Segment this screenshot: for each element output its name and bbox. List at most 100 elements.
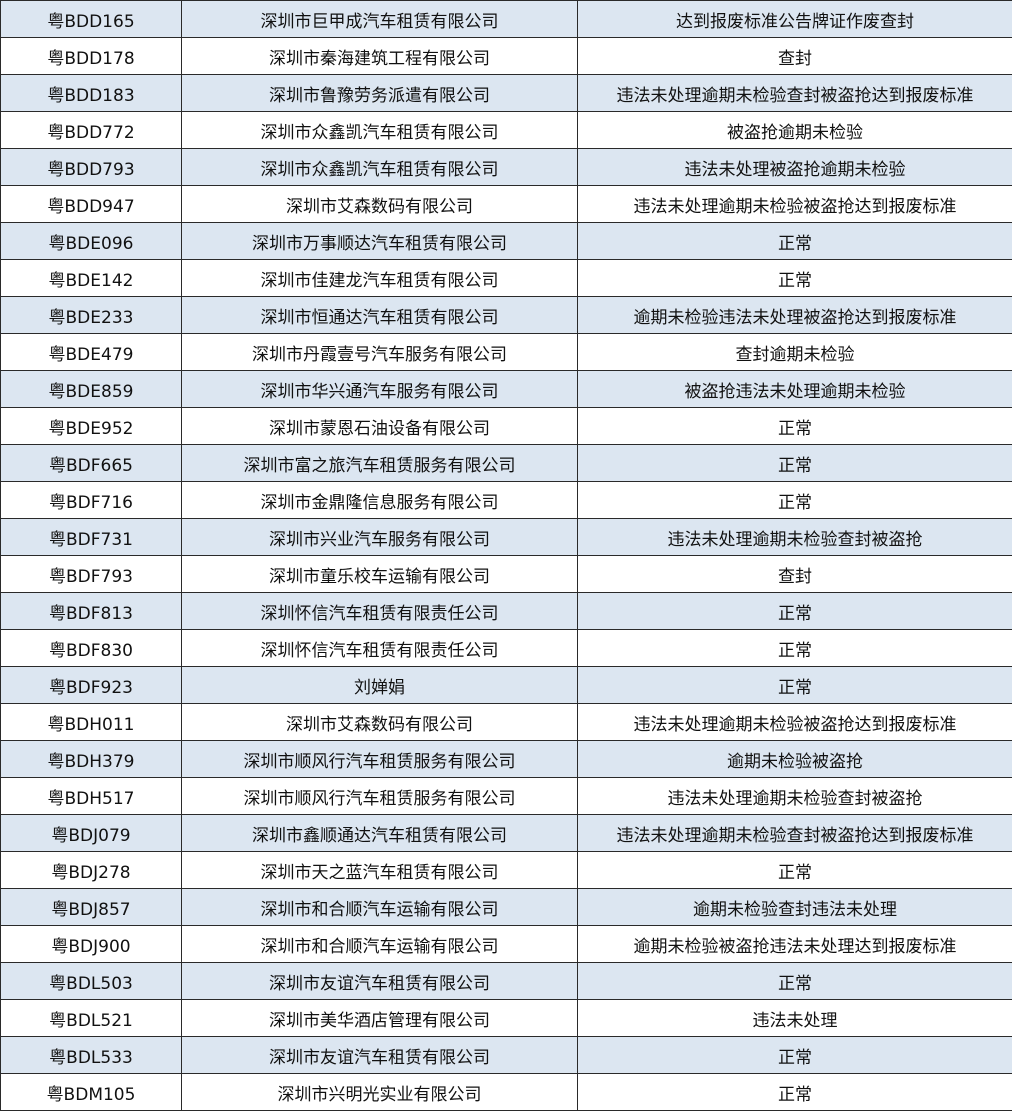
status-cell: 正常 <box>577 1036 1012 1074</box>
status-cell: 正常 <box>577 259 1012 297</box>
status-cell: 被盗抢逾期未检验 <box>577 111 1012 149</box>
status-cell: 违法未处理逾期未检验查封被盗抢 <box>577 518 1012 556</box>
owner-company-cell: 深圳市蒙恩石油设备有限公司 <box>181 407 578 445</box>
plate-number-cell: 粤BDE142 <box>0 259 182 297</box>
table-row: 粤BDJ079 深圳市鑫顺通达汽车租赁有限公司 违法未处理逾期未检验查封被盗抢达到报… <box>0 814 1012 852</box>
table-row: 粤BDE233 深圳市恒通达汽车租赁有限公司 逾期未检验违法未处理被盗抢达到报废标准 <box>0 296 1012 334</box>
plate-number-cell: 粤BDJ900 <box>0 925 182 963</box>
table-row: 粤BDF716 深圳市金鼎隆信息服务有限公司 正常 <box>0 481 1012 519</box>
table-row: 粤BDF830 深圳怀信汽车租赁有限责任公司 正常 <box>0 629 1012 667</box>
plate-number-cell: 粤BDD178 <box>0 37 182 75</box>
plate-number-cell: 粤BDE952 <box>0 407 182 445</box>
owner-company-cell: 深圳市友谊汽车租赁有限公司 <box>181 1036 578 1074</box>
plate-number-cell: 粤BDH011 <box>0 703 182 741</box>
table-row: 粤BDH517 深圳市顺风行汽车租赁服务有限公司 违法未处理逾期未检验查封被盗抢 <box>0 777 1012 815</box>
owner-company-cell: 深圳市恒通达汽车租赁有限公司 <box>181 296 578 334</box>
table-row: 粤BDJ900 深圳市和合顺汽车运输有限公司 逾期未检验被盗抢违法未处理达到报废标准 <box>0 925 1012 963</box>
owner-company-cell: 深圳市金鼎隆信息服务有限公司 <box>181 481 578 519</box>
plate-number-cell: 粤BDE096 <box>0 222 182 260</box>
table-row: 粤BDD947 深圳市艾森数码有限公司 违法未处理逾期未检验被盗抢达到报废标准 <box>0 185 1012 223</box>
status-cell: 正常 <box>577 444 1012 482</box>
table-row: 粤BDE859 深圳市华兴通汽车服务有限公司 被盗抢违法未处理逾期未检验 <box>0 370 1012 408</box>
plate-number-cell: 粤BDH517 <box>0 777 182 815</box>
status-cell: 逾期未检验被盗抢违法未处理达到报废标准 <box>577 925 1012 963</box>
plate-number-cell: 粤BDL533 <box>0 1036 182 1074</box>
owner-company-cell: 深圳市佳建龙汽车租赁有限公司 <box>181 259 578 297</box>
plate-number-cell: 粤BDD183 <box>0 74 182 112</box>
status-cell: 违法未处理逾期未检验查封被盗抢达到报废标准 <box>577 814 1012 852</box>
table-row: 粤BDD165 深圳市巨甲成汽车租赁有限公司 达到报废标准公告牌证作废查封 <box>0 0 1012 38</box>
status-cell: 正常 <box>577 666 1012 704</box>
plate-number-cell: 粤BDL503 <box>0 962 182 1000</box>
plate-number-cell: 粤BDD947 <box>0 185 182 223</box>
table-row: 粤BDJ857 深圳市和合顺汽车运输有限公司 逾期未检验查封违法未处理 <box>0 888 1012 926</box>
owner-company-cell: 刘婵娟 <box>181 666 578 704</box>
status-cell: 逾期未检验被盗抢 <box>577 740 1012 778</box>
status-cell: 被盗抢违法未处理逾期未检验 <box>577 370 1012 408</box>
status-cell: 正常 <box>577 407 1012 445</box>
owner-company-cell: 深圳市艾森数码有限公司 <box>181 185 578 223</box>
plate-number-cell: 粤BDJ079 <box>0 814 182 852</box>
status-cell: 查封 <box>577 37 1012 75</box>
plate-number-cell: 粤BDF813 <box>0 592 182 630</box>
status-cell: 违法未处理逾期未检验查封被盗抢达到报废标准 <box>577 74 1012 112</box>
plate-number-cell: 粤BDF830 <box>0 629 182 667</box>
plate-number-cell: 粤BDE479 <box>0 333 182 371</box>
owner-company-cell: 深圳市华兴通汽车服务有限公司 <box>181 370 578 408</box>
status-cell: 正常 <box>577 962 1012 1000</box>
owner-company-cell: 深圳市顺风行汽车租赁服务有限公司 <box>181 777 578 815</box>
table-row: 粤BDF923 刘婵娟 正常 <box>0 666 1012 704</box>
owner-company-cell: 深圳市巨甲成汽车租赁有限公司 <box>181 0 578 38</box>
owner-company-cell: 深圳市和合顺汽车运输有限公司 <box>181 888 578 926</box>
owner-company-cell: 深圳市艾森数码有限公司 <box>181 703 578 741</box>
status-cell: 正常 <box>577 1073 1012 1111</box>
status-cell: 正常 <box>577 481 1012 519</box>
plate-number-cell: 粤BDF716 <box>0 481 182 519</box>
table-row: 粤BDD183 深圳市鲁豫劳务派遣有限公司 违法未处理逾期未检验查封被盗抢达到报废标… <box>0 74 1012 112</box>
plate-number-cell: 粤BDF923 <box>0 666 182 704</box>
status-cell: 逾期未检验违法未处理被盗抢达到报废标准 <box>577 296 1012 334</box>
table-row: 粤BDD178 深圳市秦海建筑工程有限公司 查封 <box>0 37 1012 75</box>
owner-company-cell: 深圳市和合顺汽车运输有限公司 <box>181 925 578 963</box>
owner-company-cell: 深圳市秦海建筑工程有限公司 <box>181 37 578 75</box>
table-row: 粤BDH011 深圳市艾森数码有限公司 违法未处理逾期未检验被盗抢达到报废标准 <box>0 703 1012 741</box>
plate-number-cell: 粤BDD165 <box>0 0 182 38</box>
owner-company-cell: 深圳市丹霞壹号汽车服务有限公司 <box>181 333 578 371</box>
table-row: 粤BDD772 深圳市众鑫凯汽车租赁有限公司 被盗抢逾期未检验 <box>0 111 1012 149</box>
status-cell: 违法未处理被盗抢逾期未检验 <box>577 148 1012 186</box>
table-row: 粤BDF731 深圳市兴业汽车服务有限公司 违法未处理逾期未检验查封被盗抢 <box>0 518 1012 556</box>
table-row: 粤BDL503 深圳市友谊汽车租赁有限公司 正常 <box>0 962 1012 1000</box>
owner-company-cell: 深圳市鲁豫劳务派遣有限公司 <box>181 74 578 112</box>
owner-company-cell: 深圳怀信汽车租赁有限责任公司 <box>181 629 578 667</box>
status-cell: 违法未处理逾期未检验被盗抢达到报废标准 <box>577 185 1012 223</box>
plate-number-cell: 粤BDF731 <box>0 518 182 556</box>
plate-number-cell: 粤BDJ278 <box>0 851 182 889</box>
status-cell: 正常 <box>577 629 1012 667</box>
status-cell: 违法未处理逾期未检验查封被盗抢 <box>577 777 1012 815</box>
status-cell: 查封逾期未检验 <box>577 333 1012 371</box>
status-cell: 正常 <box>577 592 1012 630</box>
status-cell: 逾期未检验查封违法未处理 <box>577 888 1012 926</box>
owner-company-cell: 深圳市友谊汽车租赁有限公司 <box>181 962 578 1000</box>
status-cell: 正常 <box>577 851 1012 889</box>
table-row: 粤BDL533 深圳市友谊汽车租赁有限公司 正常 <box>0 1036 1012 1074</box>
status-cell: 违法未处理逾期未检验被盗抢达到报废标准 <box>577 703 1012 741</box>
owner-company-cell: 深圳市富之旅汽车租赁服务有限公司 <box>181 444 578 482</box>
owner-company-cell: 深圳市众鑫凯汽车租赁有限公司 <box>181 148 578 186</box>
plate-number-cell: 粤BDF793 <box>0 555 182 593</box>
owner-company-cell: 深圳市顺风行汽车租赁服务有限公司 <box>181 740 578 778</box>
plate-number-cell: 粤BDE859 <box>0 370 182 408</box>
table-row: 粤BDJ278 深圳市天之蓝汽车租赁有限公司 正常 <box>0 851 1012 889</box>
plate-number-cell: 粤BDM105 <box>0 1073 182 1111</box>
owner-company-cell: 深圳市童乐校车运输有限公司 <box>181 555 578 593</box>
table-row: 粤BDE142 深圳市佳建龙汽车租赁有限公司 正常 <box>0 259 1012 297</box>
table-row: 粤BDL521 深圳市美华酒店管理有限公司 违法未处理 <box>0 999 1012 1037</box>
plate-number-cell: 粤BDE233 <box>0 296 182 334</box>
status-cell: 查封 <box>577 555 1012 593</box>
table-row: 粤BDF813 深圳怀信汽车租赁有限责任公司 正常 <box>0 592 1012 630</box>
owner-company-cell: 深圳市万事顺达汽车租赁有限公司 <box>181 222 578 260</box>
table-row: 粤BDD793 深圳市众鑫凯汽车租赁有限公司 违法未处理被盗抢逾期未检验 <box>0 148 1012 186</box>
plate-number-cell: 粤BDH379 <box>0 740 182 778</box>
owner-company-cell: 深圳怀信汽车租赁有限责任公司 <box>181 592 578 630</box>
